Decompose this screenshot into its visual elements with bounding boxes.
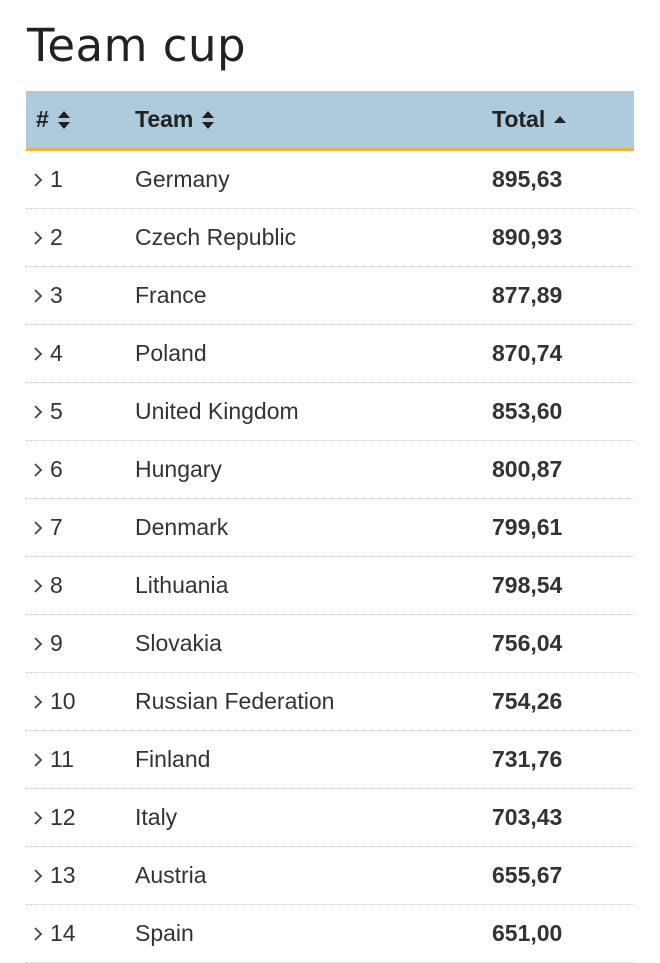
sort-both-icon bbox=[57, 110, 71, 130]
row-rank: 6 bbox=[50, 456, 63, 482]
chevron-right-icon[interactable] bbox=[32, 905, 48, 962]
table-body: 1 Germany 895,63 2 Czech Republic 890,93… bbox=[26, 151, 634, 963]
row-total: 799,61 bbox=[492, 514, 563, 540]
table-row[interactable]: 11 Finland 731,76 bbox=[26, 731, 634, 789]
row-total: 655,67 bbox=[492, 862, 563, 888]
table-row[interactable]: 13 Austria 655,67 bbox=[26, 847, 634, 905]
table-row[interactable]: 8 Lithuania 798,54 bbox=[26, 557, 634, 615]
table-row[interactable]: 4 Poland 870,74 bbox=[26, 325, 634, 383]
row-rank: 10 bbox=[50, 688, 76, 714]
row-rank: 1 bbox=[50, 166, 63, 192]
chevron-right-icon[interactable] bbox=[32, 267, 48, 324]
chevron-right-icon[interactable] bbox=[32, 673, 48, 730]
row-total: 870,74 bbox=[492, 340, 563, 366]
chevron-right-icon[interactable] bbox=[32, 383, 48, 440]
column-header-team-label: Team bbox=[135, 106, 194, 132]
row-team: Poland bbox=[135, 340, 207, 366]
row-team: Denmark bbox=[135, 514, 229, 540]
chevron-right-icon[interactable] bbox=[32, 325, 48, 382]
chevron-right-icon[interactable] bbox=[32, 789, 48, 846]
row-rank: 8 bbox=[50, 572, 63, 598]
table-row[interactable]: 7 Denmark 799,61 bbox=[26, 499, 634, 557]
row-total: 703,43 bbox=[492, 804, 563, 830]
row-team: Austria bbox=[135, 862, 207, 888]
column-header-total-label: Total bbox=[492, 106, 546, 132]
row-rank: 5 bbox=[50, 398, 63, 424]
sort-both-icon bbox=[201, 110, 215, 130]
table-row[interactable]: 3 France 877,89 bbox=[26, 267, 634, 325]
row-rank: 4 bbox=[50, 340, 63, 366]
row-total: 731,76 bbox=[492, 746, 563, 772]
table-row[interactable]: 2 Czech Republic 890,93 bbox=[26, 209, 634, 267]
row-rank: 9 bbox=[50, 630, 63, 656]
column-header-total[interactable]: Total bbox=[492, 91, 567, 148]
table-header: # Team Total bbox=[26, 91, 634, 151]
row-rank: 7 bbox=[50, 514, 63, 540]
row-team: Slovakia bbox=[135, 630, 222, 656]
sort-up-icon bbox=[553, 110, 567, 130]
row-total: 895,63 bbox=[492, 166, 563, 192]
column-header-rank[interactable]: # bbox=[36, 91, 71, 148]
row-rank: 12 bbox=[50, 804, 76, 830]
chevron-right-icon[interactable] bbox=[32, 441, 48, 498]
table-row[interactable]: 12 Italy 703,43 bbox=[26, 789, 634, 847]
row-total: 651,00 bbox=[492, 920, 563, 946]
row-team: Czech Republic bbox=[135, 224, 297, 250]
row-team: Finland bbox=[135, 746, 211, 772]
row-total: 756,04 bbox=[492, 630, 563, 656]
chevron-right-icon[interactable] bbox=[32, 847, 48, 904]
chevron-right-icon[interactable] bbox=[32, 151, 48, 208]
page-title: Team cup bbox=[27, 19, 247, 72]
row-total: 853,60 bbox=[492, 398, 563, 424]
row-team: Spain bbox=[135, 920, 194, 946]
table-row[interactable]: 9 Slovakia 756,04 bbox=[26, 615, 634, 673]
chevron-right-icon[interactable] bbox=[32, 209, 48, 266]
table-row[interactable]: 6 Hungary 800,87 bbox=[26, 441, 634, 499]
column-header-rank-label: # bbox=[36, 106, 49, 132]
row-rank: 13 bbox=[50, 862, 76, 888]
table-row[interactable]: 1 Germany 895,63 bbox=[26, 151, 634, 209]
row-team: Italy bbox=[135, 804, 178, 830]
row-rank: 3 bbox=[50, 282, 63, 308]
row-total: 754,26 bbox=[492, 688, 563, 714]
row-team: Russian Federation bbox=[135, 688, 335, 714]
table-row[interactable]: 14 Spain 651,00 bbox=[26, 905, 634, 963]
column-header-team[interactable]: Team bbox=[135, 91, 215, 148]
row-total: 877,89 bbox=[492, 282, 563, 308]
chevron-right-icon[interactable] bbox=[32, 731, 48, 788]
chevron-right-icon[interactable] bbox=[32, 615, 48, 672]
table-row[interactable]: 10 Russian Federation 754,26 bbox=[26, 673, 634, 731]
team-cup-table: # Team Total bbox=[26, 91, 634, 963]
row-team: Germany bbox=[135, 166, 230, 192]
row-total: 798,54 bbox=[492, 572, 563, 598]
chevron-right-icon[interactable] bbox=[32, 557, 48, 614]
chevron-right-icon[interactable] bbox=[32, 499, 48, 556]
row-team: United Kingdom bbox=[135, 398, 299, 424]
row-total: 800,87 bbox=[492, 456, 563, 482]
row-rank: 2 bbox=[50, 224, 63, 250]
row-rank: 11 bbox=[50, 746, 74, 772]
table-row[interactable]: 5 United Kingdom 853,60 bbox=[26, 383, 634, 441]
row-team: Hungary bbox=[135, 456, 222, 482]
row-total: 890,93 bbox=[492, 224, 563, 250]
row-team: France bbox=[135, 282, 207, 308]
row-team: Lithuania bbox=[135, 572, 229, 598]
row-rank: 14 bbox=[50, 920, 76, 946]
